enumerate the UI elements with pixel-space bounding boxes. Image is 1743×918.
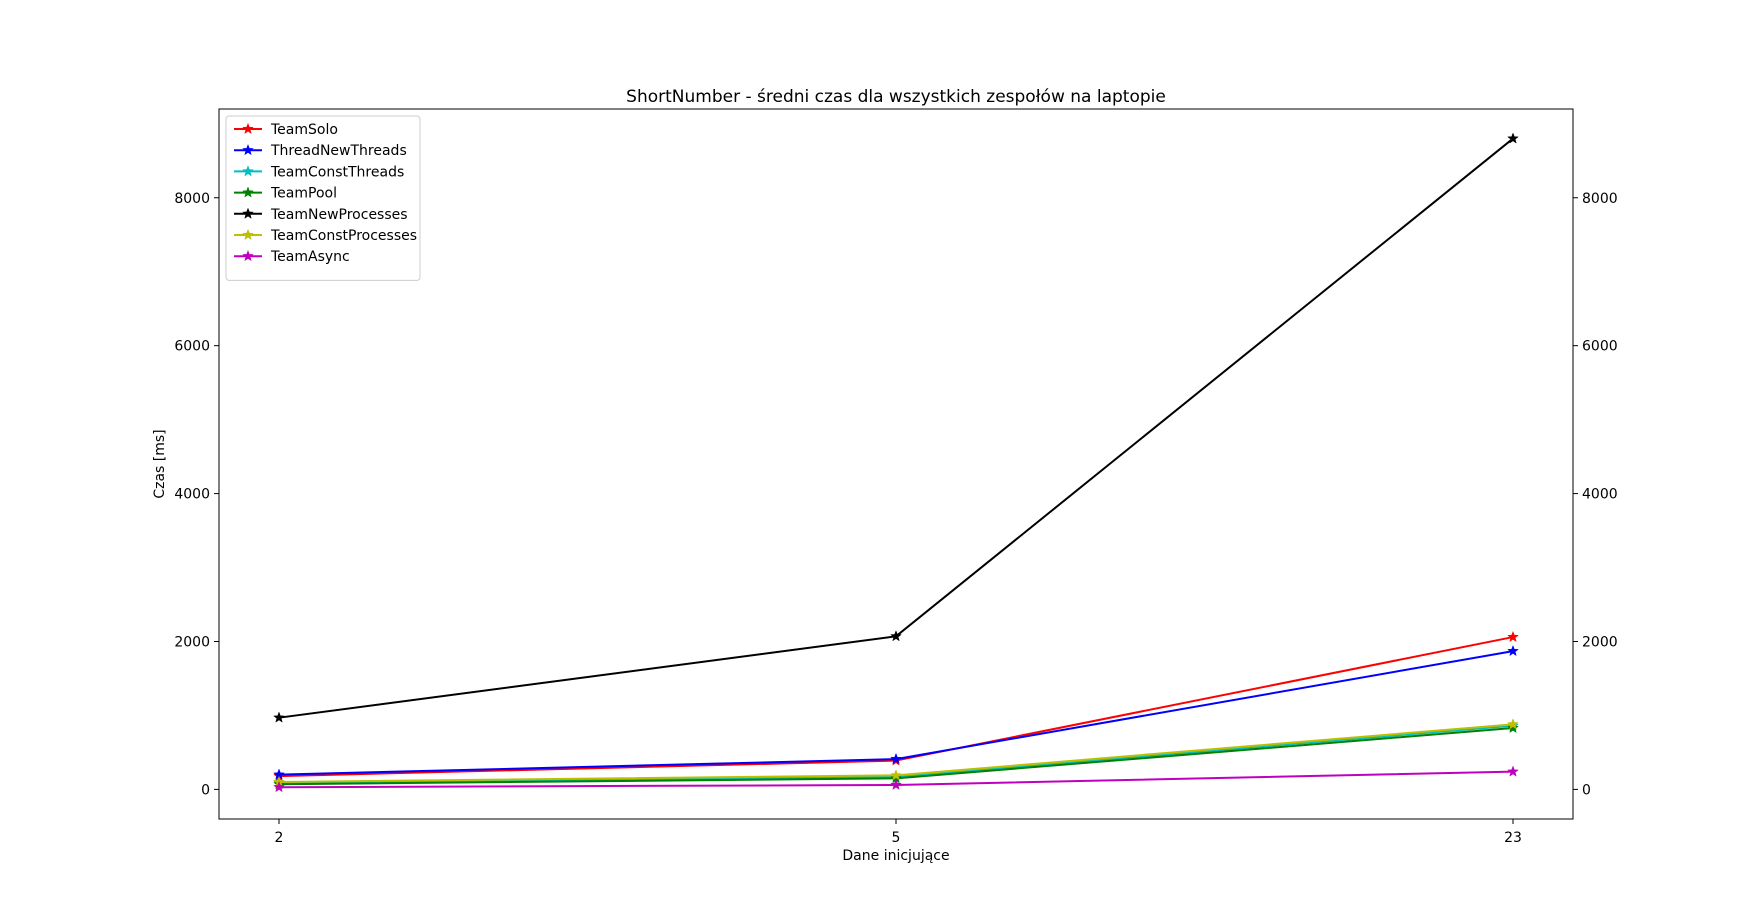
legend-item: ThreadNewThreads — [234, 143, 407, 159]
y-tick-label-left: 0 — [201, 782, 210, 798]
y-tick-label-right: 6000 — [1582, 339, 1618, 355]
plot-frame — [218, 108, 1574, 820]
y-tick-label-left: 8000 — [174, 191, 210, 207]
y-tick-label-right: 0 — [1582, 782, 1591, 798]
y-tick-label-right: 8000 — [1582, 191, 1618, 207]
legend-label: TeamPool — [270, 186, 337, 202]
data-point — [273, 711, 285, 723]
series-TeamAsync — [273, 765, 1519, 793]
data-point — [1507, 630, 1519, 643]
legend-marker — [242, 122, 254, 135]
data-point — [1507, 765, 1519, 777]
legend-marker — [242, 165, 254, 177]
chart-title: ShortNumber - średni czas dla wszystkich… — [626, 87, 1166, 107]
y-axis-right: 0 2000 4000 6000 8000 — [1573, 191, 1618, 798]
legend-item: TeamNewProcesses — [234, 207, 408, 223]
series-TeamNewProcesses — [273, 132, 1519, 723]
legend: TeamSolo ThreadNewThreads TeamConstThreads… — [225, 115, 421, 281]
legend-item: TeamAsync — [234, 249, 350, 265]
legend-marker — [242, 228, 254, 241]
data-point — [1507, 644, 1519, 657]
y-tick-label-left: 2000 — [174, 635, 210, 651]
data-point — [890, 752, 902, 765]
legend-label: TeamAsync — [270, 249, 350, 265]
y-tick-label-right: 4000 — [1582, 487, 1618, 503]
legend-item: TeamConstProcesses — [234, 228, 417, 244]
data-point — [1507, 721, 1519, 734]
legend-item: TeamSolo — [234, 122, 338, 138]
legend-label: TeamSolo — [270, 122, 338, 138]
legend-marker — [242, 186, 254, 198]
legend-label: TeamConstThreads — [270, 164, 404, 180]
data-point — [890, 769, 902, 781]
data-point — [1507, 132, 1519, 144]
data-point — [273, 780, 285, 793]
legend-item: TeamConstThreads — [234, 164, 404, 180]
y-axis-label: Czas [ms] — [152, 429, 168, 498]
data-point — [890, 630, 902, 642]
series-layer — [273, 132, 1519, 793]
y-tick-label-left: 4000 — [174, 487, 210, 503]
y-tick-label-right: 2000 — [1582, 635, 1618, 651]
legend-label: ThreadNewThreads — [270, 143, 407, 159]
legend-marker — [242, 207, 254, 219]
series-ThreadNewThreads — [273, 644, 1519, 780]
legend-label: TeamConstProcesses — [270, 228, 417, 244]
legend-box — [225, 115, 421, 281]
y-axis-left: 0 2000 4000 6000 8000 — [174, 191, 219, 798]
x-axis: 2 5 23 — [275, 819, 1522, 846]
legend-marker — [242, 249, 254, 262]
x-tick-label: 2 — [275, 830, 284, 846]
x-axis-label: Dane inicjujące — [842, 848, 949, 864]
y-tick-label-left: 6000 — [174, 339, 210, 355]
data-point — [890, 778, 902, 791]
x-tick-label: 23 — [1504, 830, 1522, 846]
legend-marker — [242, 143, 254, 156]
legend-item: TeamPool — [234, 186, 337, 202]
x-tick-label: 5 — [892, 830, 901, 846]
data-point — [1507, 718, 1519, 730]
legend-label: TeamNewProcesses — [270, 207, 408, 223]
